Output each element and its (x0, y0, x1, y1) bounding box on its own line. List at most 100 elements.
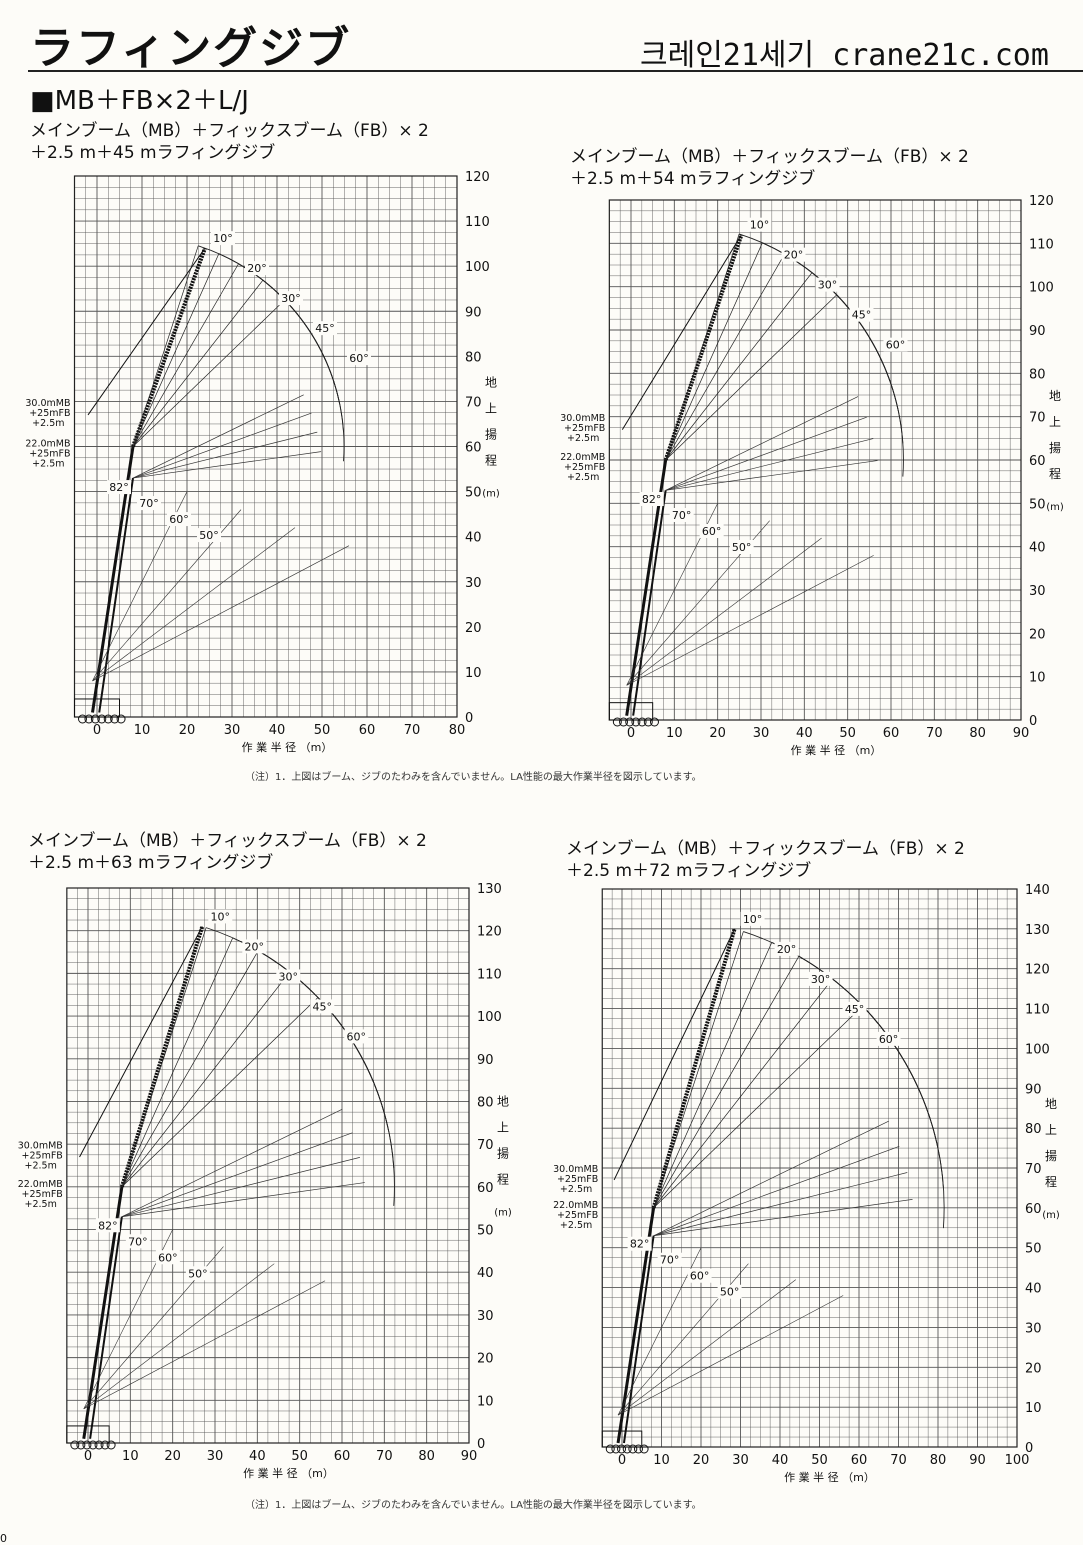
chart-3-jib-ray (121, 950, 259, 1188)
chart-2-y-axis-label: 上 (1049, 415, 1061, 429)
chart-3-y-tick-label: 50 (477, 1224, 494, 1239)
chart-4-luffing-jib (651, 928, 737, 1209)
chart-4-x-tick-label: 60 (851, 1453, 868, 1468)
chart-3-boom-config-label: +25mFB (22, 1189, 63, 1200)
chart-4-crawler-wheel (617, 1444, 627, 1454)
chart-2-boom-ray (665, 438, 874, 491)
chart-3-boom-angle-label: 82° (98, 1219, 118, 1232)
chart-2-y-axis-label: 揚 (1049, 441, 1061, 455)
chart-4-y-tick-label: 70 (1025, 1162, 1042, 1177)
chart-3-jib-angle-bg (310, 999, 335, 1014)
chart-1-y-tick-label: 100 (465, 260, 490, 275)
chart-1-jib-ray (132, 279, 264, 447)
chart-2-crawler-wheel (631, 717, 641, 727)
chart-1-y-tick-label: 30 (465, 576, 482, 591)
chart-4-y-tick-label: 0 (1025, 1441, 1033, 1456)
chart-3-boom-angle-bg (155, 1250, 180, 1265)
chart-2-boom-config-label: +25mFB (564, 462, 605, 473)
chart-2-x-tick-label: 60 (883, 726, 900, 741)
chart-4-boom-config-label: 30.0mMB (553, 1164, 598, 1175)
chart-4-x-axis-label: 作 業 半 径 （m） (784, 1470, 875, 1484)
chart-1-x-tick-label: 30 (224, 723, 241, 738)
chart-3-y-tick-label: 20 (477, 1352, 494, 1367)
chart-4-jib-angle-bg (740, 911, 765, 926)
chart-2-jib-angle-bg (883, 337, 908, 352)
chart-4-y-tick-label: 30 (1025, 1321, 1042, 1336)
chart-2-luffing-jib (663, 234, 744, 461)
chart-4-y-tick-label: 20 (1025, 1361, 1042, 1376)
chart-3-y-tick-label: 90 (477, 1053, 494, 1068)
chart-2-y-tick-label: 40 (1029, 541, 1046, 556)
chart-1-boom-ray (132, 412, 312, 479)
chart-1-boom-angle-bg (167, 512, 191, 527)
chart-1-crawler-wheel (97, 714, 107, 724)
chart-3-x-tick-label: 30 (207, 1449, 224, 1464)
chart-4-x-tick-label: 40 (772, 1453, 789, 1468)
chart-2-crane-carrier (608, 702, 654, 721)
chart-1-y-tick-label: 80 (465, 350, 482, 365)
chart-1-y-tick-label: 120 (465, 170, 490, 185)
chart-4-y-tick-label: 10 (1025, 1401, 1042, 1416)
chart-3-jib-angle-bg (242, 939, 267, 954)
chart-1-y-tick-label: 40 (465, 531, 482, 546)
chart-3-y-axis-label: 地 (497, 1095, 509, 1109)
chart-4-jib-angle-label: 45° (845, 1003, 865, 1016)
chart-1-boom-config-label: +2.5m (32, 459, 64, 470)
chart-2-boom-config-label: 30.0mMB (560, 413, 605, 424)
chart-3-y-axis-unit: (m) (494, 1208, 512, 1219)
chart-3-jib-angle-bg (344, 1029, 369, 1044)
chart-2-jib-ray (665, 294, 837, 461)
chart-2-jib-ray (665, 253, 785, 461)
chart-2-y-tick-label: 30 (1029, 584, 1046, 599)
chart-2-x-tick-label: 20 (709, 726, 726, 741)
chart-1-boom-angle-bg (197, 528, 221, 543)
chart-3-y-tick-label: 30 (477, 1309, 494, 1324)
chart-4-boom-config-label: +25mFB (557, 1210, 598, 1221)
chart-4-crawler-wheel (622, 1444, 632, 1454)
chart-4-y-tick-label: 110 (1025, 1003, 1050, 1018)
chart-3-title: メインブーム（MB）＋フィックスブーム（FB）× 2 ＋2.5 m＋63 mラフ… (28, 830, 427, 874)
chart-2-boom-angle-label: 60° (702, 525, 722, 538)
chart-4-main-boom-short (622, 1235, 655, 1444)
chart-3-plot-frame (66, 887, 470, 1444)
chart-2-reach-line (626, 555, 874, 686)
chart-3-boom-ray (121, 1132, 353, 1218)
chart-2-boom-angle-bg (699, 524, 724, 538)
chart-4-boom-angle-label: 70° (660, 1254, 680, 1267)
chart-4-crawler-wheel (628, 1444, 638, 1454)
chart-1-y-tick-label: 70 (465, 395, 482, 410)
chart-3-crawler-wheel (76, 1440, 86, 1450)
chart-3-jib-ray (121, 927, 207, 1187)
chart-4-boom-ray (653, 1172, 908, 1237)
chart-4-jib-angle-bg (808, 971, 833, 986)
chart-1-crawler-wheel (116, 714, 126, 724)
chart-3-x-tick-label: 60 (334, 1449, 351, 1464)
chart-1-reach-line (92, 545, 350, 682)
chart-2-y-axis-label: 程 (1049, 466, 1061, 481)
chart-3-crawler-wheel (82, 1440, 92, 1450)
chart-1-x-tick-label: 0 (93, 723, 101, 738)
chart-1-jib-angle-label: 10° (213, 232, 233, 245)
chart-4-boom-config-label: +2.5m (560, 1184, 592, 1195)
chart-4-jib-arc (743, 931, 920, 1090)
chart-1-boom-config-label: +25mFB (29, 408, 70, 419)
chart-1-boom-config-label: 30.0mMB (25, 398, 70, 409)
chart-1-jib-angle-bg (279, 291, 303, 306)
chart-1-jib-ray (132, 263, 239, 447)
chart-2-boom-angle-label: 70° (672, 509, 692, 522)
chart-4-x-tick-label: 100 (1005, 1453, 1030, 1468)
chart-4-x-tick-label: 90 (969, 1453, 986, 1468)
chart-4-jib-angle-bg (876, 1031, 901, 1046)
section-heading: ■MB＋FB×2＋L/J (30, 86, 249, 116)
chart-2-boom-config-label: +2.5m (567, 433, 599, 444)
chart-4-x-tick-label: 80 (930, 1453, 947, 1468)
chart-1-jib-angle-label: 60° (349, 352, 369, 365)
chart-3-title-line2: ＋2.5 m＋63 mラフィングジブ (28, 853, 274, 873)
chart-2-crawler-wheel (643, 717, 653, 727)
chart-3-crane-carrier (66, 1425, 110, 1444)
chart-2-jib-angle-label: 30° (818, 279, 838, 292)
chart-2-reach-line (626, 537, 822, 686)
chart-4-jib-angle-label: 60° (879, 1033, 899, 1046)
chart-1-jib-angle-label: 45° (315, 322, 335, 335)
chart-4-y-axis-label: 程 (1045, 1174, 1057, 1189)
